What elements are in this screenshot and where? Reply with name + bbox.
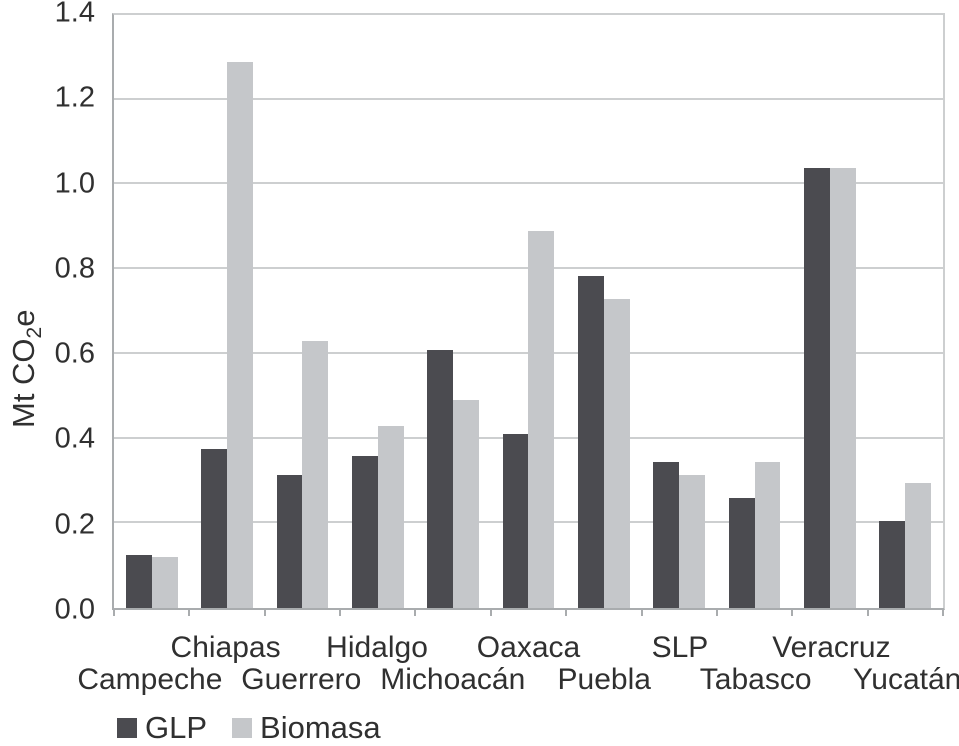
y-tick-label-0-2: 0.2	[54, 508, 95, 541]
bar-glp-guerrero	[276, 474, 303, 608]
plot-area	[112, 13, 945, 616]
y-tick-label-1-4: 1.4	[54, 0, 95, 29]
x-axis-tick-3	[339, 608, 342, 616]
x-axis-tick-0	[113, 608, 115, 616]
x-axis-tick-10	[866, 608, 869, 616]
bar-glp-oaxaca	[502, 434, 529, 608]
x-axis-labels: Campeche Chiapas Guerrero Hidalgo Michoacán O…	[77, 610, 959, 706]
y-tick-label-1-0: 1.0	[54, 167, 95, 200]
bar-biomasa-veracruz	[829, 167, 856, 608]
bar-glp-puebla	[578, 275, 604, 608]
x-axis-ticks-layer	[113, 15, 944, 616]
bar-glp-michoacan	[427, 349, 454, 608]
gridline-1.2	[114, 97, 943, 100]
bar-glp-hidalgo	[351, 455, 378, 608]
x-axis-tick-5	[489, 608, 492, 616]
x-label-tabasco: Tabasco	[699, 663, 812, 696]
bars-layer	[114, 15, 943, 608]
bar-biomasa-campeche	[151, 557, 178, 608]
bar-glp-veracruz	[804, 167, 830, 608]
x-label-yucatan: Yucatán	[852, 663, 959, 696]
x-label-slp: SLP	[651, 631, 709, 664]
bar-group-hidalgo	[340, 15, 415, 608]
x-axis-tick-7	[640, 608, 643, 616]
x-label-veracruz: Veracruz	[772, 631, 891, 664]
y-tick-label-0-8: 0.8	[54, 252, 95, 285]
legend-swatch-biomasa	[232, 718, 253, 738]
legend-label-glp: GLP	[145, 710, 208, 745]
bar-biomasa-guerrero	[302, 341, 329, 608]
gridline-1	[114, 182, 943, 185]
y-tick-label-0-6: 0.6	[54, 337, 95, 370]
legend-swatch-glp	[117, 718, 137, 738]
x-label-guerrero: Guerrero	[241, 663, 362, 696]
bar-biomasa-michoacan	[453, 400, 479, 608]
x-axis-tick-4	[414, 608, 417, 616]
bar-group-slp	[642, 15, 717, 608]
bar-biomasa-chiapas	[227, 61, 253, 608]
bar-glp-tabasco	[728, 497, 755, 608]
x-axis-tick-6	[565, 608, 568, 616]
bar-group-michoacan	[415, 15, 490, 608]
legend-label-biomasa: Biomasa	[260, 710, 381, 745]
bar-glp-chiapas	[201, 449, 228, 608]
x-label-oaxaca: Oaxaca	[476, 631, 581, 664]
bar-glp-campeche	[125, 555, 152, 608]
x-axis-tick-8	[715, 608, 718, 616]
bar-biomasa-oaxaca	[528, 231, 555, 608]
bar-biomasa-tabasco	[754, 461, 781, 608]
bar-biomasa-slp	[679, 474, 706, 608]
bar-biomasa-puebla	[603, 298, 630, 608]
legend-item-biomasa: Biomasa	[232, 710, 381, 746]
x-label-hidalgo: Hidalgo	[326, 631, 428, 664]
x-label-campeche: Campeche	[77, 663, 223, 696]
y-tick-label-1-2: 1.2	[54, 81, 95, 114]
y-axis-tick-labels: 0.0 0.2 0.4 0.6 0.8 1.0 1.2 1.4	[0, 0, 102, 624]
bar-glp-slp	[653, 461, 680, 608]
bar-group-guerrero	[265, 15, 340, 608]
x-axis-tick-11	[942, 608, 944, 616]
bar-group-veracruz	[792, 15, 867, 608]
bar-group-tabasco	[717, 15, 792, 608]
bar-group-puebla	[566, 15, 641, 608]
x-label-chiapas: Chiapas	[170, 631, 281, 664]
y-tick-label-0-0: 0.0	[54, 593, 95, 626]
legend-item-glp: GLP	[117, 710, 207, 746]
bar-group-oaxaca	[491, 15, 566, 608]
legend: GLP Biomasa	[117, 710, 381, 746]
x-label-puebla: Puebla	[557, 663, 651, 696]
x-axis-tick-9	[791, 608, 794, 616]
bar-group-campeche	[114, 15, 189, 608]
bar-group-yucatan	[868, 15, 943, 608]
bar-group-chiapas	[189, 15, 264, 608]
x-label-michoacan: Michoacán	[380, 663, 526, 696]
x-axis-tick-1	[188, 608, 191, 616]
x-axis-tick-2	[263, 608, 266, 616]
y-tick-label-0-4: 0.4	[54, 422, 95, 455]
bar-biomasa-yucatan	[905, 483, 932, 608]
bar-biomasa-hidalgo	[377, 425, 404, 608]
bar-glp-yucatan	[879, 521, 906, 608]
